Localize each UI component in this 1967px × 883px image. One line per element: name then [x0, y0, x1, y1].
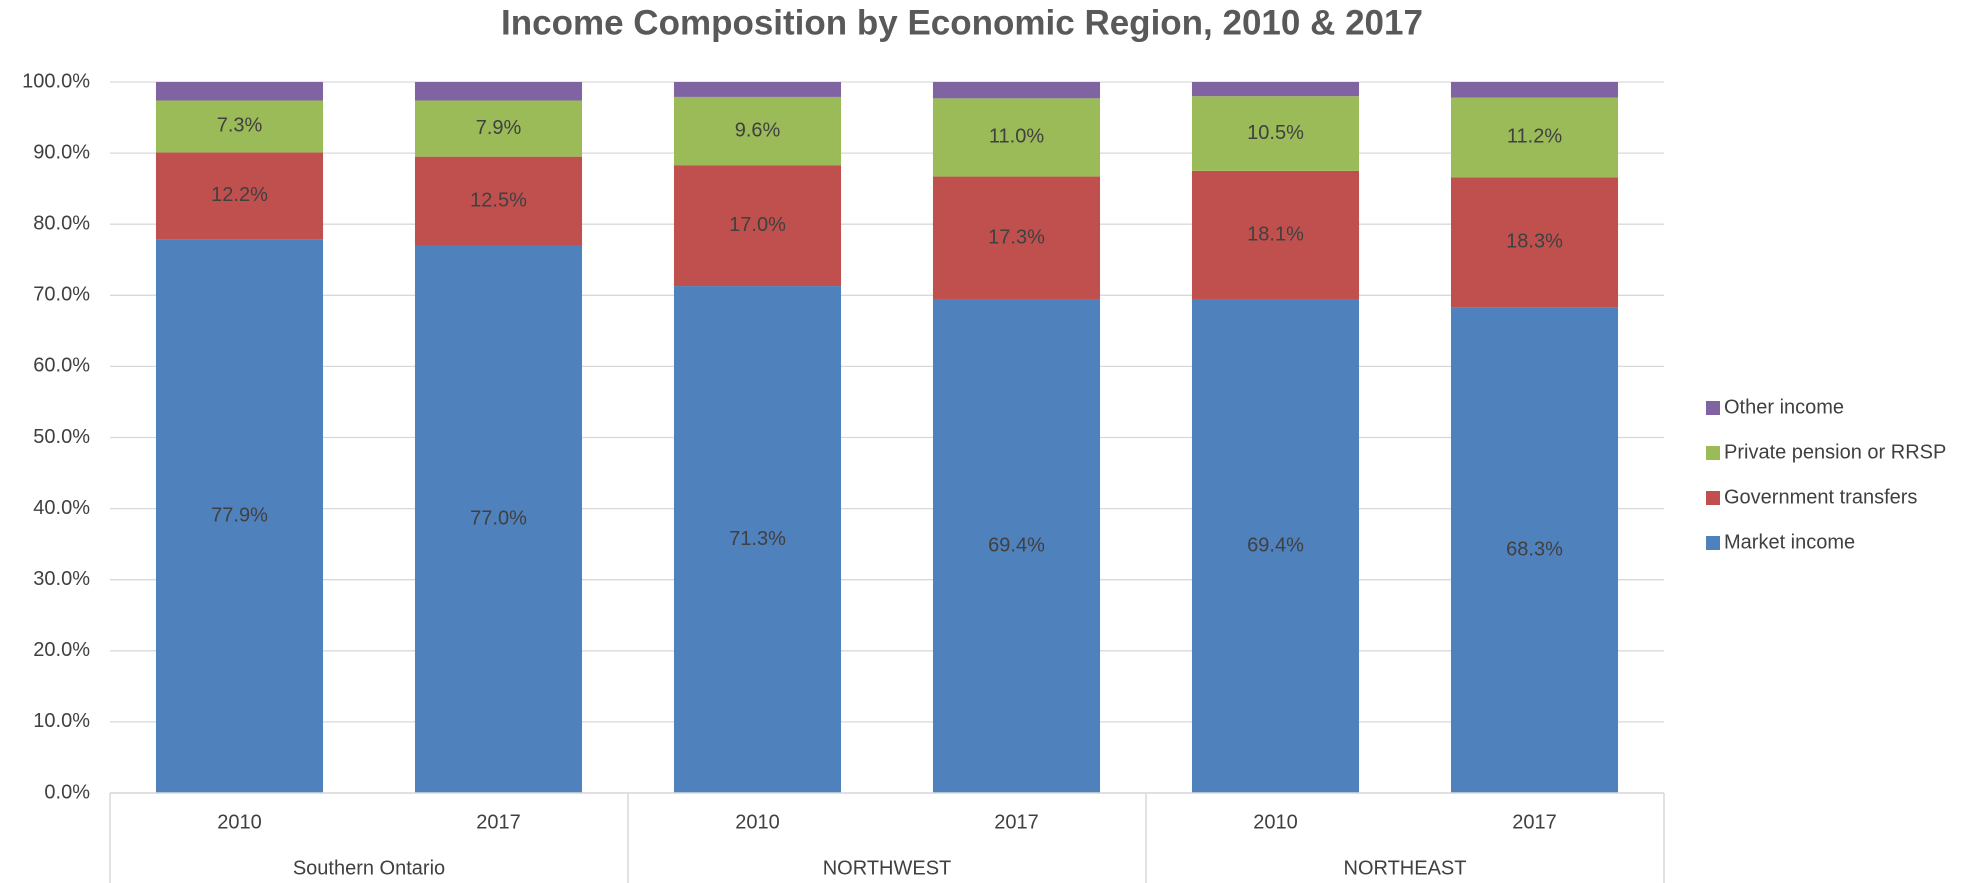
data-label: 11.2%	[1507, 126, 1562, 148]
bar-segment	[1450, 97, 1619, 178]
data-label: 7.3%	[217, 115, 263, 137]
x-tick-label: 2010	[1253, 811, 1298, 833]
bar-segment	[1191, 170, 1360, 300]
y-tick-label: 90.0%	[33, 141, 90, 163]
data-label: 10.5%	[1247, 122, 1304, 144]
bar-segment	[673, 165, 842, 287]
data-label: 9.6%	[735, 119, 781, 141]
data-label: 18.1%	[1247, 224, 1304, 246]
y-tick-label: 80.0%	[33, 212, 90, 234]
bar-segment	[1191, 96, 1360, 171]
bar-segment	[414, 100, 583, 157]
bar-segment	[932, 82, 1101, 99]
legend-label: Other income	[1724, 396, 1844, 418]
bar-segment	[155, 82, 324, 101]
bar-segment	[414, 156, 583, 246]
bar-segment	[1450, 82, 1619, 98]
data-label: 68.3%	[1506, 538, 1563, 560]
data-label: 69.4%	[1247, 535, 1304, 557]
legend-swatch	[1706, 401, 1720, 415]
bar-segment	[414, 245, 583, 793]
data-label: 77.9%	[211, 504, 268, 526]
chart-title: Income Composition by Economic Region, 2…	[501, 3, 1423, 42]
group-label: NORTHEAST	[1344, 857, 1467, 879]
y-tick-label: 70.0%	[33, 284, 90, 306]
bar-segment	[932, 299, 1101, 793]
group-label: Southern Ontario	[293, 857, 445, 879]
legend-swatch	[1706, 446, 1720, 460]
legend-swatch	[1706, 491, 1720, 505]
legend-swatch	[1706, 536, 1720, 550]
x-tick-label: 2010	[217, 811, 262, 833]
y-tick-label: 60.0%	[33, 355, 90, 377]
data-label: 7.9%	[476, 117, 522, 139]
legend-label: Government transfers	[1724, 486, 1917, 508]
bar-segment	[155, 100, 324, 153]
bar-segment	[1450, 177, 1619, 308]
y-tick-label: 10.0%	[33, 710, 90, 732]
data-label: 77.0%	[470, 508, 527, 530]
x-tick-label: 2017	[994, 811, 1039, 833]
x-tick-label: 2017	[1512, 811, 1557, 833]
bar-segment	[932, 176, 1101, 300]
y-tick-label: 30.0%	[33, 568, 90, 590]
y-tick-label: 100.0%	[22, 70, 90, 92]
bar-segment	[1191, 82, 1360, 97]
bar-segment	[155, 239, 324, 794]
bar-segment	[673, 96, 842, 166]
data-label: 18.3%	[1506, 231, 1563, 253]
y-tick-label: 50.0%	[33, 426, 90, 448]
data-label: 12.2%	[211, 184, 268, 206]
bar-segment	[1450, 307, 1619, 793]
y-tick-label: 0.0%	[44, 781, 90, 803]
bar-segment	[673, 82, 842, 97]
bar-segment	[1191, 299, 1360, 793]
bar-segment	[932, 98, 1101, 177]
bar-segment	[414, 82, 583, 101]
data-label: 12.5%	[470, 189, 527, 211]
group-label: NORTHWEST	[823, 857, 952, 879]
y-tick-label: 40.0%	[33, 497, 90, 519]
x-tick-label: 2010	[735, 811, 780, 833]
legend-label: Market income	[1724, 531, 1855, 553]
data-label: 11.0%	[989, 126, 1044, 148]
x-tick-label: 2017	[476, 811, 521, 833]
data-label: 17.3%	[988, 226, 1045, 248]
data-label: 17.0%	[729, 214, 786, 236]
legend-label: Private pension or RRSP	[1724, 441, 1946, 463]
y-tick-label: 20.0%	[33, 639, 90, 661]
bar-segment	[673, 286, 842, 793]
data-label: 69.4%	[988, 535, 1045, 557]
bar-segment	[155, 152, 324, 240]
data-label: 71.3%	[729, 528, 786, 550]
